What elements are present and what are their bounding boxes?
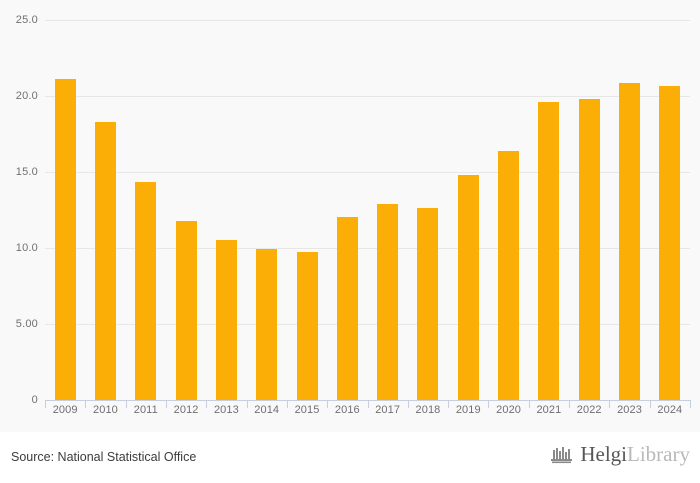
chart-footer: Source: National Statistical Office Helg… xyxy=(0,432,700,483)
x-axis-tick xyxy=(287,400,288,408)
x-axis-label-2014: 2014 xyxy=(254,404,280,416)
x-axis-label-2024: 2024 xyxy=(657,404,683,416)
gridline xyxy=(45,20,690,21)
x-axis-label-2023: 2023 xyxy=(617,404,642,416)
x-axis-tick xyxy=(85,400,86,408)
bar-2013[interactable] xyxy=(215,240,237,400)
bar-2011[interactable] xyxy=(135,181,157,400)
bar-2009[interactable] xyxy=(54,79,76,400)
bar-series xyxy=(54,79,681,400)
y-axis-tick-label: 10.0 xyxy=(15,242,38,254)
x-axis-label-2018: 2018 xyxy=(415,404,441,416)
x-axis-label-2019: 2019 xyxy=(455,404,481,416)
x-axis-label-2010: 2010 xyxy=(93,404,118,416)
bar-2012[interactable] xyxy=(175,221,197,400)
bar-2015[interactable] xyxy=(296,251,318,400)
bar-2016[interactable] xyxy=(336,216,358,400)
bar-2022[interactable] xyxy=(578,99,600,400)
x-axis-tick xyxy=(126,400,127,408)
bar-2020[interactable] xyxy=(498,150,520,400)
bar-2024[interactable] xyxy=(659,86,681,400)
gridline xyxy=(45,96,690,97)
x-axis-tick xyxy=(408,400,409,408)
x-axis-label-2022: 2022 xyxy=(576,404,602,416)
x-axis-tick xyxy=(569,400,570,408)
x-axis-line xyxy=(45,400,690,401)
brand-name-secondary: Library xyxy=(627,442,690,466)
y-axis-tick-label: 0 xyxy=(31,394,38,406)
y-axis-tick-label: 25.0 xyxy=(15,14,38,26)
bar-2023[interactable] xyxy=(619,83,641,400)
gridline xyxy=(45,324,690,325)
x-axis-tick xyxy=(247,400,248,408)
x-axis-tick xyxy=(609,400,610,408)
x-axis-label-2021: 2021 xyxy=(536,404,562,416)
bar-2018[interactable] xyxy=(417,207,439,400)
x-axis-label-2013: 2013 xyxy=(213,404,239,416)
y-axis-tick-label: 20.0 xyxy=(15,90,38,102)
x-axis-label-2012: 2012 xyxy=(173,404,199,416)
x-axis-label-2015: 2015 xyxy=(294,404,320,416)
x-axis-label-2017: 2017 xyxy=(375,404,401,416)
x-axis-tick xyxy=(448,400,449,408)
x-axis-tick xyxy=(45,400,46,408)
y-axis-tick-label: 5.00 xyxy=(15,318,38,330)
gridline xyxy=(45,172,690,173)
brand-logo[interactable]: HelgiLibrary xyxy=(550,444,690,465)
x-axis-tick xyxy=(206,400,207,408)
bar-2019[interactable] xyxy=(457,175,479,400)
x-axis-tick xyxy=(529,400,530,408)
x-axis-label-2020: 2020 xyxy=(496,404,522,416)
library-building-icon xyxy=(551,446,573,463)
x-axis-tick xyxy=(327,400,328,408)
gridline xyxy=(45,248,690,249)
x-axis-tick xyxy=(690,400,691,408)
bar-2017[interactable] xyxy=(377,203,399,400)
x-axis-tick xyxy=(166,400,167,408)
x-axis-label-2011: 2011 xyxy=(133,404,158,416)
x-axis-tick xyxy=(368,400,369,408)
x-axis-label-2009: 2009 xyxy=(52,404,78,416)
brand-name-primary: Helgi xyxy=(580,442,628,466)
bar-2010[interactable] xyxy=(94,121,116,400)
brand-name: HelgiLibrary xyxy=(580,444,690,465)
x-axis-label-2016: 2016 xyxy=(334,404,360,416)
x-axis-tick xyxy=(488,400,489,408)
source-note: Source: National Statistical Office xyxy=(11,450,197,464)
bar-2021[interactable] xyxy=(538,102,560,400)
x-axis-tick xyxy=(650,400,651,408)
bar-2014[interactable] xyxy=(256,248,278,400)
y-axis-tick-label: 15.0 xyxy=(15,166,38,178)
